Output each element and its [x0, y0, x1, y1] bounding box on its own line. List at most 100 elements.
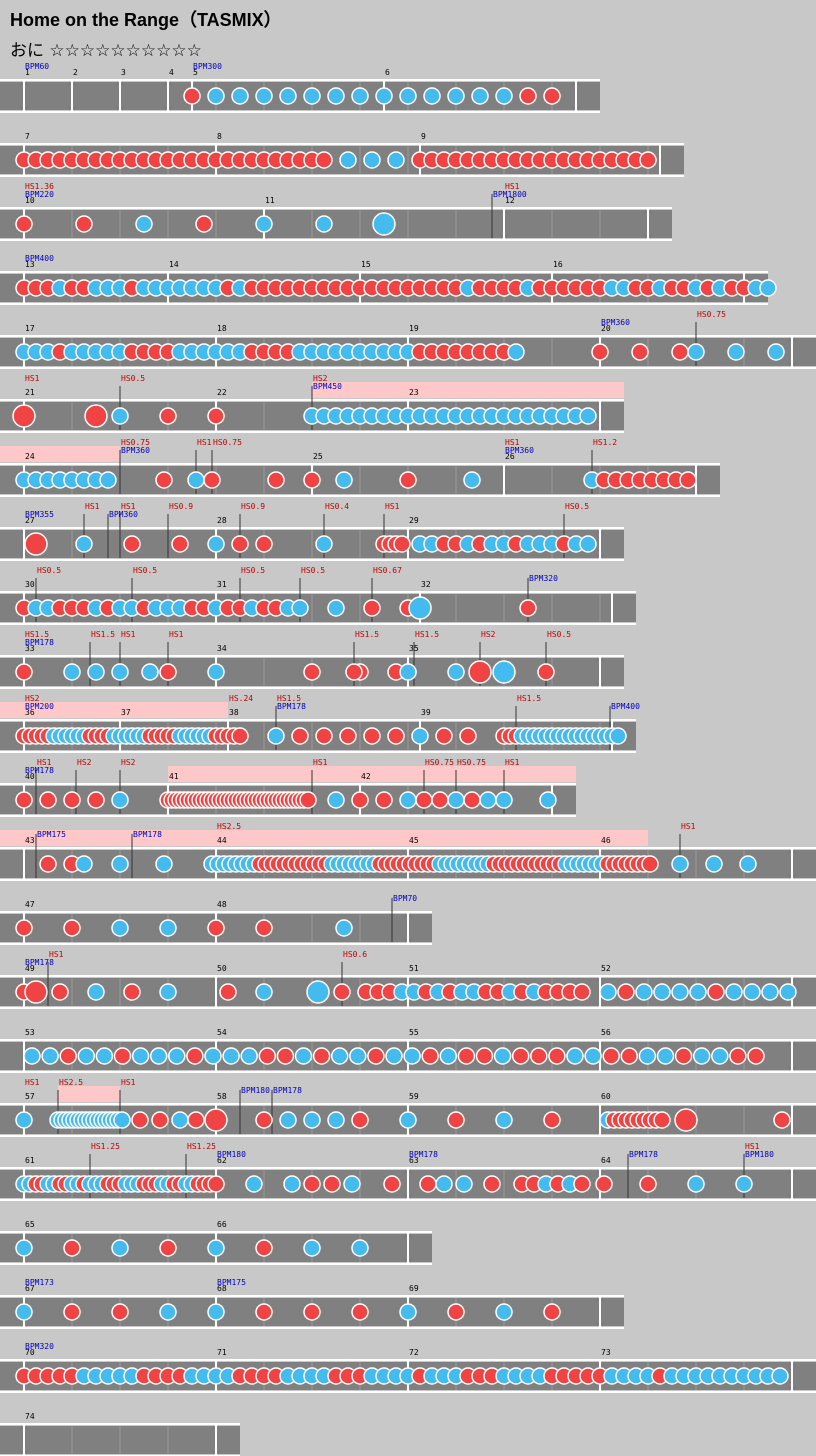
note: [141, 663, 159, 681]
hs-label: HS2.5: [217, 822, 241, 831]
lane-edge: [0, 751, 636, 753]
note: [123, 535, 141, 553]
measure-number: 13: [25, 260, 35, 269]
measure-number: 60: [601, 1092, 611, 1101]
lane-edge: [0, 239, 672, 241]
note: [345, 663, 363, 681]
note: [323, 1175, 341, 1193]
bpm-label: BPM360: [121, 446, 150, 455]
hs-label: HS0.5: [301, 566, 325, 575]
note: [155, 471, 173, 489]
measure-number: 40: [25, 772, 35, 781]
note: [363, 599, 381, 617]
note: [59, 1047, 77, 1065]
measure-number: 41: [169, 772, 179, 781]
note: [507, 343, 525, 361]
note: [671, 983, 689, 1001]
lane-edge: [0, 303, 768, 305]
scroll-highlight: [168, 766, 576, 782]
note: [168, 1047, 186, 1065]
note: [159, 919, 177, 937]
note: [399, 791, 417, 809]
note: [240, 1047, 258, 1065]
bpm-label: BPM178: [409, 1150, 438, 1159]
note: [403, 1047, 421, 1065]
measure-number: 18: [217, 324, 227, 333]
note: [638, 1047, 657, 1065]
bpm-label: BPM400: [25, 254, 54, 263]
note: [207, 919, 225, 937]
note: [411, 727, 429, 745]
note: [771, 1367, 789, 1385]
scroll-highlight: [0, 830, 648, 846]
note: [419, 1175, 437, 1193]
note: [87, 663, 105, 681]
note: [303, 1175, 321, 1193]
lane-edge: [0, 111, 600, 113]
note: [495, 1111, 513, 1129]
hs-label: HS1: [505, 758, 520, 767]
measure-number: 69: [409, 1284, 419, 1293]
note: [671, 343, 689, 361]
note: [363, 727, 381, 745]
scroll-highlight: [0, 702, 228, 718]
note: [15, 1303, 33, 1321]
measure-number: 56: [601, 1028, 611, 1037]
note: [653, 1111, 671, 1129]
note: [537, 663, 555, 681]
measure-number: 49: [25, 964, 35, 973]
measure-number: 58: [217, 1092, 227, 1101]
lane-edge: [0, 271, 768, 273]
note: [343, 1175, 361, 1193]
note: [111, 919, 129, 937]
measure-number: 44: [217, 836, 227, 845]
note: [349, 1047, 367, 1065]
note: [283, 1175, 301, 1193]
note: [447, 663, 465, 681]
note: [149, 1047, 168, 1065]
lane-edge: [0, 527, 624, 529]
note: [39, 855, 57, 873]
note: [492, 660, 516, 684]
bpm-label: BPM178: [25, 638, 54, 647]
hs-label: HS1.5: [415, 630, 439, 639]
measure-number: 26: [505, 452, 515, 461]
note: [306, 980, 330, 1004]
measure-number: 55: [409, 1028, 419, 1037]
note: [333, 983, 351, 1001]
note: [687, 343, 705, 361]
hs-label: HS1: [121, 630, 136, 639]
note: [579, 535, 597, 553]
hs-label: HS1: [121, 1078, 136, 1087]
measure-number: 34: [217, 644, 227, 653]
lane-edge: [0, 559, 624, 561]
measure-number: 46: [601, 836, 611, 845]
note: [303, 1239, 321, 1257]
note: [113, 1111, 131, 1129]
note: [679, 471, 697, 489]
note: [231, 535, 249, 553]
note: [312, 1047, 331, 1065]
measure-number: 11: [265, 196, 275, 205]
measure-number: 4: [169, 68, 174, 77]
note: [421, 1047, 439, 1065]
measure-number: 15: [361, 260, 371, 269]
note: [519, 87, 537, 105]
measure-number: 37: [121, 708, 131, 717]
bpm-label: BPM400: [611, 702, 640, 711]
note: [689, 983, 707, 1001]
note: [602, 1047, 620, 1065]
note: [123, 983, 141, 1001]
bpm-label: BPM180: [241, 1086, 270, 1095]
note: [159, 1239, 177, 1257]
measure-number: 33: [25, 644, 35, 653]
note: [159, 983, 177, 1001]
measure-number: 9: [421, 132, 426, 141]
note: [739, 855, 757, 873]
note: [75, 215, 93, 233]
hs-label: HS2: [481, 630, 496, 639]
note: [447, 1303, 465, 1321]
note: [291, 599, 309, 617]
note: [207, 1175, 225, 1193]
lane-edge: [0, 815, 576, 817]
